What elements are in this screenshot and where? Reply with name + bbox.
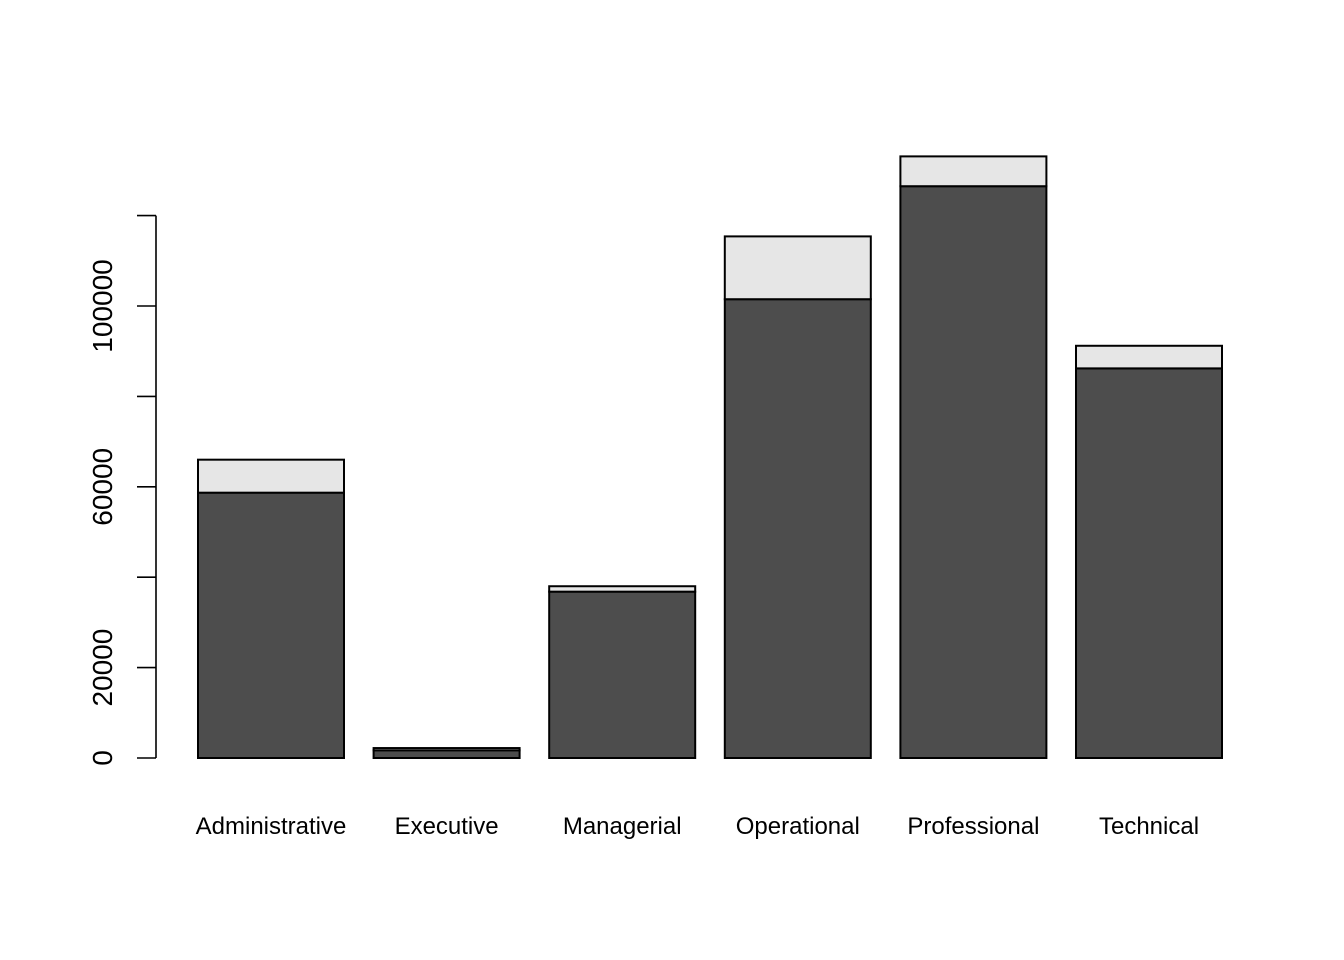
- bar-managerial-segment-2: [548, 585, 697, 593]
- x-tick-label: Administrative: [196, 813, 347, 840]
- bar-administrative-segment-2: [197, 458, 345, 494]
- x-tick-label: Technical: [1099, 813, 1199, 840]
- bar-operational-segment-2: [723, 235, 872, 301]
- bar-executive-segment-2: [372, 747, 521, 752]
- y-tick-label: 100000: [87, 259, 118, 352]
- x-tick-label: Operational: [736, 813, 860, 840]
- x-tick-label: Professional: [907, 813, 1039, 840]
- bars-group: [197, 155, 1223, 760]
- bar-administrative-segment-1: [197, 491, 345, 759]
- bar-executive-segment-1: [372, 749, 521, 759]
- x-tick-label: Executive: [395, 813, 499, 840]
- bar-technical-segment-1: [1075, 367, 1223, 759]
- x-axis-labels: Administrative Executive Managerial Operati…: [196, 813, 1199, 840]
- y-tick-label: 0: [87, 750, 118, 766]
- bar-technical-segment-2: [1075, 344, 1223, 370]
- bar-professional-segment-2: [899, 155, 1048, 188]
- y-tick-label: 20000: [87, 629, 118, 707]
- y-tick-label: 60000: [87, 448, 118, 526]
- bar-operational-segment-1: [723, 298, 872, 759]
- y-axis: 0 20000 60000 100000: [87, 214, 157, 766]
- bar-professional-segment-1: [899, 185, 1048, 760]
- x-tick-label: Managerial: [563, 813, 682, 840]
- bar-managerial-segment-1: [548, 590, 697, 759]
